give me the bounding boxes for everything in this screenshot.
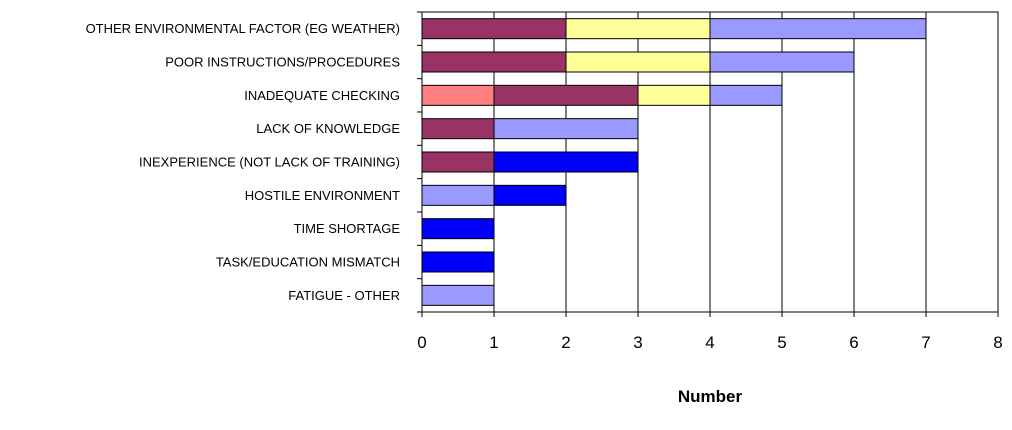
category-label: TASK/EDUCATION MISMATCH bbox=[216, 255, 400, 270]
x-axis-title: Number bbox=[678, 387, 743, 406]
category-label: POOR INSTRUCTIONS/PROCEDURES bbox=[165, 55, 400, 70]
category-labels: OTHER ENVIRONMENTAL FACTOR (EG WEATHER) P… bbox=[86, 11, 422, 313]
bar-segment bbox=[565, 18, 711, 40]
x-tick-label: 1 bbox=[489, 333, 498, 352]
bar-segment bbox=[493, 118, 639, 140]
x-tick-label: 4 bbox=[705, 333, 714, 352]
category-label: OTHER ENVIRONMENTAL FACTOR (EG WEATHER) bbox=[86, 21, 400, 36]
bar-segment bbox=[493, 84, 639, 106]
category-label: FATIGUE - OTHER bbox=[288, 288, 400, 303]
bar-segment bbox=[709, 18, 927, 40]
bar-segment bbox=[709, 51, 855, 73]
x-tick-label: 5 bbox=[777, 333, 786, 352]
bar-segment bbox=[421, 284, 495, 306]
bar-segment bbox=[421, 51, 567, 73]
bar-segment bbox=[421, 184, 495, 206]
bar-segment bbox=[421, 218, 495, 240]
bar-segment bbox=[637, 84, 711, 106]
x-tick-label: 6 bbox=[849, 333, 858, 352]
bar-segment bbox=[493, 184, 567, 206]
x-tick-label: 8 bbox=[993, 333, 1002, 352]
category-label: INADEQUATE CHECKING bbox=[244, 88, 400, 103]
bar-segment bbox=[421, 118, 495, 140]
category-label: INEXPERIENCE (NOT LACK OF TRAINING) bbox=[139, 155, 400, 170]
x-tick-label: 2 bbox=[561, 333, 570, 352]
bar-segment bbox=[709, 84, 783, 106]
bars bbox=[421, 18, 927, 306]
x-axis-ticks: 0 1 2 3 4 5 6 7 8 bbox=[417, 312, 1003, 352]
x-tick-label: 3 bbox=[633, 333, 642, 352]
bar-segment bbox=[421, 151, 495, 173]
category-label: HOSTILE ENVIRONMENT bbox=[245, 188, 400, 203]
x-tick-label: 0 bbox=[417, 333, 426, 352]
category-label: LACK OF KNOWLEDGE bbox=[256, 121, 400, 136]
bar-segment bbox=[421, 251, 495, 273]
bar-segment bbox=[421, 84, 495, 106]
bar-segment bbox=[565, 51, 711, 73]
x-tick-label: 7 bbox=[921, 333, 930, 352]
category-label: TIME SHORTAGE bbox=[294, 221, 401, 236]
bar-segment bbox=[421, 18, 567, 40]
bar-segment bbox=[493, 151, 639, 173]
